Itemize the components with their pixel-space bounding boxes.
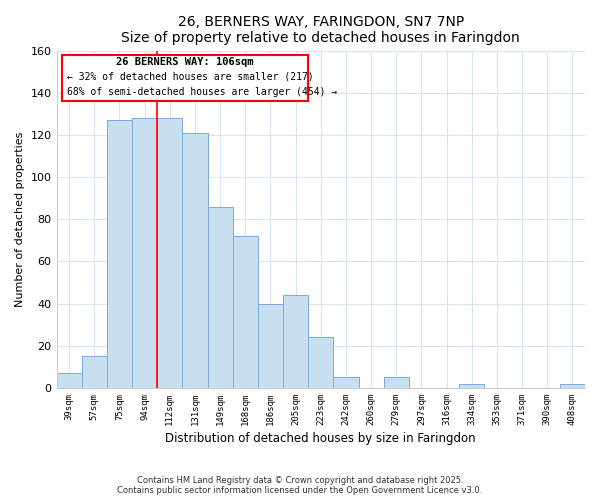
Bar	[560, 384, 585, 388]
Text: ← 32% of detached houses are smaller (217): ← 32% of detached houses are smaller (21…	[67, 72, 313, 82]
Bar	[107, 120, 132, 388]
Title: 26, BERNERS WAY, FARINGDON, SN7 7NP
Size of property relative to detached houses: 26, BERNERS WAY, FARINGDON, SN7 7NP Size…	[121, 15, 520, 45]
Bar	[383, 378, 409, 388]
Text: Contains HM Land Registry data © Crown copyright and database right 2025.
Contai: Contains HM Land Registry data © Crown c…	[118, 476, 482, 495]
Bar	[182, 133, 208, 388]
Text: 26 BERNERS WAY: 106sqm: 26 BERNERS WAY: 106sqm	[116, 57, 254, 67]
Bar	[308, 338, 334, 388]
Bar	[334, 378, 359, 388]
Bar	[82, 356, 107, 388]
Bar	[208, 206, 233, 388]
Bar	[459, 384, 484, 388]
Y-axis label: Number of detached properties: Number of detached properties	[15, 132, 25, 307]
Bar	[56, 373, 82, 388]
Bar	[258, 304, 283, 388]
FancyBboxPatch shape	[62, 55, 308, 101]
Bar	[157, 118, 182, 388]
Bar	[233, 236, 258, 388]
Text: 68% of semi-detached houses are larger (454) →: 68% of semi-detached houses are larger (…	[67, 87, 337, 97]
Bar	[283, 295, 308, 388]
X-axis label: Distribution of detached houses by size in Faringdon: Distribution of detached houses by size …	[166, 432, 476, 445]
Bar	[132, 118, 157, 388]
